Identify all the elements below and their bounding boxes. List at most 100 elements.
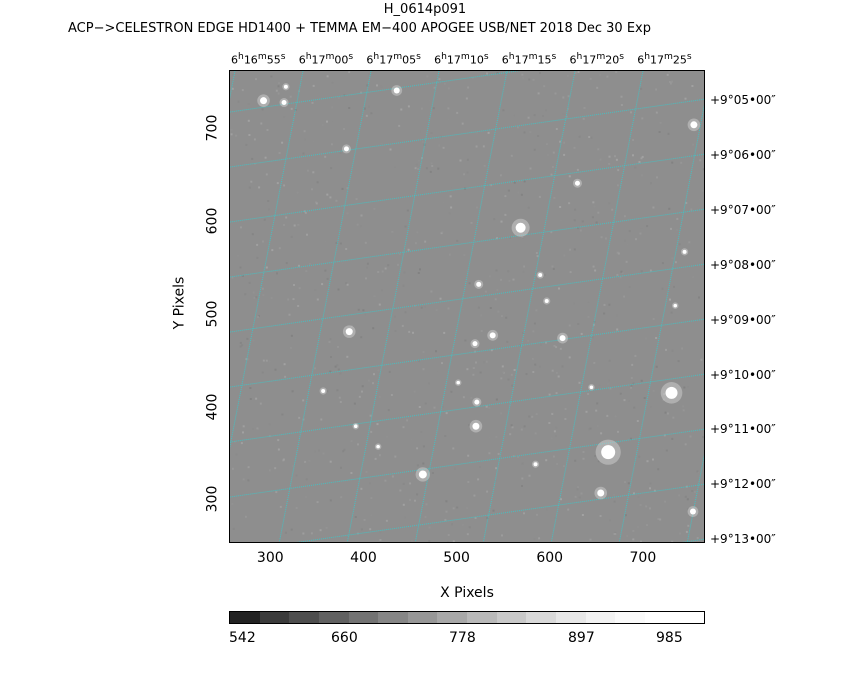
noise-pixel — [623, 399, 626, 402]
noise-pixel — [488, 406, 491, 409]
noise-pixel — [402, 426, 405, 429]
noise-pixel — [668, 207, 671, 210]
noise-pixel — [414, 167, 417, 170]
noise-pixel — [412, 331, 414, 334]
ra-grid-line — [686, 453, 704, 542]
noise-pixel — [464, 187, 466, 190]
noise-pixel — [447, 541, 450, 542]
noise-pixel — [377, 369, 380, 372]
noise-pixel — [523, 265, 526, 268]
noise-pixel — [676, 228, 679, 231]
ra-grid-line — [346, 71, 440, 542]
noise-pixel — [487, 131, 490, 134]
noise-pixel — [365, 277, 367, 280]
noise-pixel — [516, 126, 519, 129]
noise-pixel — [402, 503, 405, 506]
noise-pixel — [467, 481, 470, 483]
noise-pixel — [407, 105, 410, 108]
noise-pixel — [510, 373, 513, 376]
noise-pixel — [632, 538, 635, 541]
noise-pixel — [384, 479, 387, 482]
noise-pixel — [255, 326, 258, 329]
noise-pixel — [539, 72, 541, 74]
noise-pixel — [614, 155, 616, 158]
noise-pixel — [231, 276, 234, 279]
noise-pixel — [593, 205, 596, 208]
noise-pixel — [649, 482, 652, 485]
noise-pixel — [551, 369, 554, 372]
noise-pixel — [577, 486, 580, 489]
noise-pixel — [553, 430, 556, 433]
noise-pixel — [684, 443, 687, 446]
noise-pixel — [337, 368, 340, 371]
noise-pixel — [326, 390, 329, 393]
star — [589, 385, 594, 390]
noise-pixel — [281, 141, 284, 144]
noise-pixel — [507, 270, 510, 273]
dec-label: +9°09•00″ — [710, 312, 776, 327]
noise-pixel — [587, 300, 590, 303]
noise-pixel — [274, 368, 277, 371]
noise-pixel — [422, 351, 425, 353]
noise-pixel — [277, 92, 280, 95]
noise-pixel — [424, 240, 427, 243]
noise-pixel — [447, 87, 450, 90]
noise-pixel — [459, 159, 462, 162]
noise-pixel — [588, 428, 590, 431]
star — [544, 299, 549, 304]
noise-pixel — [236, 254, 239, 257]
noise-pixel — [615, 158, 618, 161]
noise-pixel — [293, 284, 295, 286]
noise-pixel — [583, 106, 586, 109]
colorbar-segment — [318, 612, 349, 623]
noise-pixel — [593, 361, 596, 364]
noise-pixel — [273, 181, 276, 184]
noise-pixel — [554, 435, 557, 437]
noise-pixel — [678, 243, 681, 246]
noise-pixel — [594, 269, 597, 272]
noise-pixel — [560, 219, 562, 222]
noise-pixel — [401, 324, 404, 327]
noise-pixel — [568, 356, 571, 359]
noise-pixel — [389, 148, 392, 151]
x-tick-label: 700 — [629, 550, 657, 566]
noise-pixel — [641, 155, 644, 158]
noise-pixel — [564, 418, 567, 420]
noise-pixel — [608, 303, 611, 306]
ra-label: 6h17m10s — [434, 51, 489, 67]
noise-pixel — [262, 294, 265, 297]
noise-pixel — [617, 252, 620, 255]
noise-pixel — [242, 431, 244, 434]
noise-pixel — [231, 502, 234, 505]
noise-pixel — [248, 186, 251, 189]
noise-pixel — [357, 443, 359, 446]
noise-pixel — [543, 85, 546, 88]
noise-pixel — [312, 140, 315, 143]
noise-pixel — [634, 354, 637, 357]
noise-pixel — [378, 395, 381, 398]
noise-pixel — [421, 140, 424, 143]
noise-pixel — [600, 236, 603, 239]
noise-pixel — [256, 243, 259, 246]
noise-pixel — [630, 386, 633, 389]
noise-pixel — [535, 252, 538, 254]
noise-pixel — [241, 89, 244, 92]
noise-pixel — [438, 78, 441, 81]
star — [574, 180, 580, 186]
y-tick-label: 600 — [204, 207, 221, 235]
noise-pixel — [687, 386, 689, 389]
colorbar-label: 778 — [449, 630, 476, 646]
noise-pixel — [261, 287, 264, 290]
noise-pixel — [500, 278, 503, 281]
noise-pixel — [414, 499, 416, 502]
star-field-image[interactable] — [229, 70, 705, 543]
colorbar-segment — [437, 612, 467, 623]
noise-pixel — [263, 218, 266, 221]
noise-pixel — [240, 398, 243, 401]
noise-pixel — [531, 415, 534, 418]
noise-pixel — [494, 479, 497, 482]
noise-pixel — [384, 267, 387, 270]
noise-pixel — [285, 216, 288, 219]
noise-pixel — [456, 239, 459, 242]
noise-pixel — [589, 538, 592, 541]
